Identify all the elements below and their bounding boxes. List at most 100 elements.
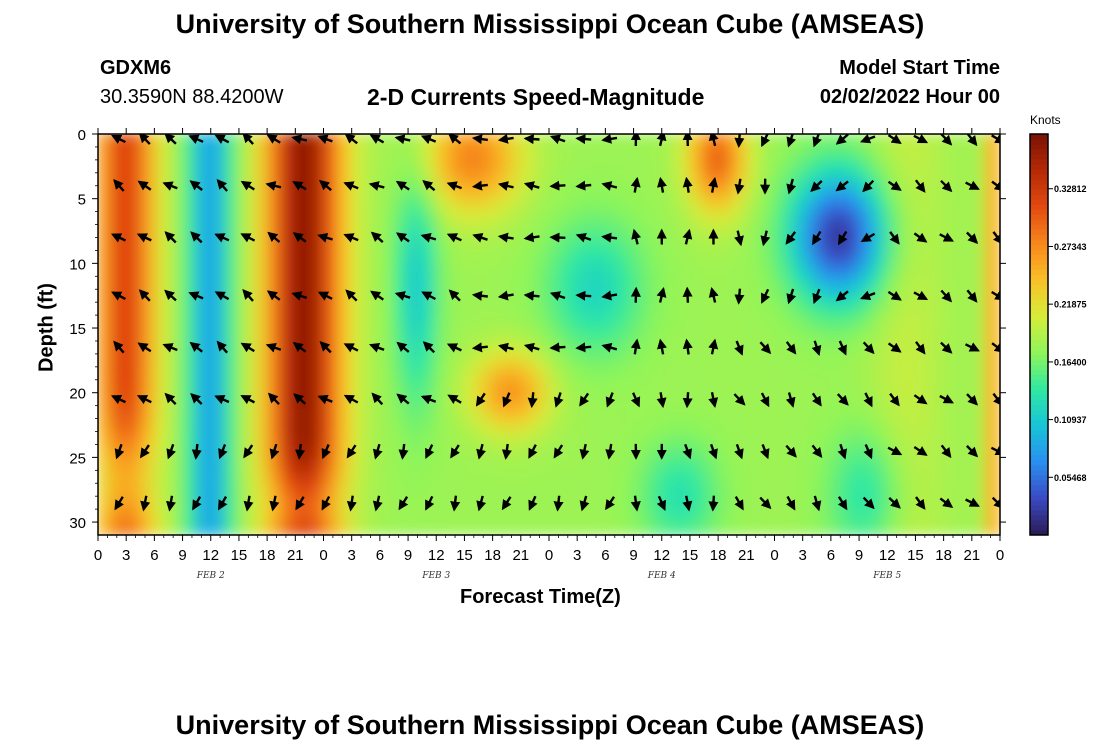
heat-cell bbox=[153, 496, 170, 511]
heat-cell bbox=[858, 521, 875, 535]
heat-cell bbox=[548, 245, 565, 261]
heat-cell bbox=[660, 458, 677, 474]
heat-cell bbox=[181, 195, 198, 211]
heat-cell bbox=[745, 258, 762, 273]
heat-cell bbox=[167, 521, 184, 535]
heat-cell bbox=[533, 295, 550, 311]
heat-cell bbox=[914, 358, 931, 374]
current-arrow bbox=[630, 338, 641, 355]
colorbar-swatch bbox=[1030, 479, 1048, 486]
heat-cell bbox=[843, 508, 861, 524]
heat-cell bbox=[463, 496, 480, 511]
current-arrow bbox=[860, 290, 876, 301]
heat-cell bbox=[956, 483, 973, 499]
heat-cell bbox=[252, 283, 269, 298]
heat-cell bbox=[237, 358, 255, 374]
heat-cell bbox=[562, 295, 579, 311]
heat-cell bbox=[548, 233, 565, 248]
heat-cell bbox=[843, 433, 861, 449]
current-arrow bbox=[394, 291, 411, 301]
heat-cell bbox=[392, 245, 410, 261]
heat-cell bbox=[717, 408, 734, 424]
heat-cell bbox=[407, 195, 424, 211]
heat-cell bbox=[928, 258, 945, 273]
heat-cell bbox=[139, 308, 156, 323]
current-arrow bbox=[966, 134, 978, 147]
heat-cell bbox=[956, 220, 973, 236]
heat-cell bbox=[336, 195, 353, 211]
heat-cell bbox=[266, 458, 283, 474]
current-arrow bbox=[992, 231, 1000, 245]
heat-cell bbox=[223, 346, 240, 361]
heat-cell bbox=[294, 258, 311, 273]
heat-cell bbox=[463, 408, 480, 424]
current-arrow bbox=[760, 230, 771, 247]
heat-cell bbox=[364, 483, 381, 499]
heat-cell bbox=[843, 483, 861, 499]
heat-cell bbox=[928, 145, 945, 161]
heat-cell bbox=[548, 333, 565, 349]
heat-cell bbox=[562, 158, 579, 173]
heat-cell bbox=[745, 283, 762, 298]
heat-cell bbox=[660, 408, 677, 424]
heat-cell bbox=[872, 333, 889, 349]
heat-cell bbox=[731, 333, 748, 349]
heat-cell bbox=[815, 471, 832, 486]
heat-cell bbox=[350, 371, 367, 386]
heat-cell bbox=[378, 446, 395, 461]
heat-cell bbox=[392, 471, 410, 486]
heat-cell bbox=[858, 145, 875, 161]
heat-cell bbox=[815, 458, 832, 474]
heat-cell bbox=[674, 245, 691, 261]
heat-cell bbox=[421, 245, 438, 261]
heat-cell bbox=[604, 458, 621, 474]
heat-cell bbox=[674, 270, 691, 286]
heat-cell bbox=[942, 458, 959, 474]
heat-cell bbox=[928, 446, 945, 461]
heat-cell bbox=[886, 508, 903, 524]
heat-cell bbox=[350, 408, 367, 424]
current-arrow bbox=[811, 392, 822, 407]
heat-cell bbox=[900, 496, 917, 511]
heat-cell bbox=[407, 421, 424, 436]
heat-cell bbox=[984, 333, 1000, 349]
heat-cell bbox=[872, 283, 889, 298]
heat-cell bbox=[392, 421, 410, 436]
heat-cell bbox=[223, 396, 240, 411]
heat-cell bbox=[153, 471, 170, 486]
current-arrow bbox=[166, 443, 176, 460]
heat-cell bbox=[759, 170, 776, 186]
current-arrow bbox=[785, 495, 796, 511]
heat-cell bbox=[153, 195, 170, 211]
y-tick-label: 0 bbox=[78, 127, 86, 144]
heat-cell bbox=[252, 195, 269, 211]
heat-cell bbox=[858, 346, 875, 361]
current-arrow bbox=[549, 291, 566, 301]
heat-cell bbox=[815, 208, 832, 223]
station-id: GDXM6 bbox=[100, 57, 172, 79]
heat-cell bbox=[392, 446, 410, 461]
heat-cell bbox=[858, 270, 875, 286]
colorbar-swatch bbox=[1030, 514, 1048, 521]
colorbar-swatch bbox=[1030, 434, 1048, 441]
heat-cell bbox=[928, 521, 945, 535]
heat-cell bbox=[956, 320, 973, 336]
heat-cell bbox=[604, 421, 621, 436]
heat-cell bbox=[167, 270, 184, 286]
heat-cell bbox=[984, 471, 1000, 486]
heat-cell bbox=[491, 170, 508, 186]
heat-cell bbox=[787, 208, 804, 223]
heat-cell bbox=[280, 346, 297, 361]
x-tick-label: 0 bbox=[545, 547, 553, 564]
heat-cell bbox=[843, 421, 861, 436]
current-arrow bbox=[471, 290, 488, 301]
heat-cell bbox=[98, 295, 114, 311]
heat-cell bbox=[407, 396, 424, 411]
heat-cell bbox=[98, 383, 114, 399]
colorbar-swatch bbox=[1030, 499, 1048, 506]
current-arrow bbox=[708, 176, 719, 193]
heat-cell bbox=[632, 371, 649, 386]
heat-cell bbox=[463, 145, 480, 161]
current-arrow bbox=[601, 290, 618, 301]
heat-cell bbox=[223, 208, 240, 223]
